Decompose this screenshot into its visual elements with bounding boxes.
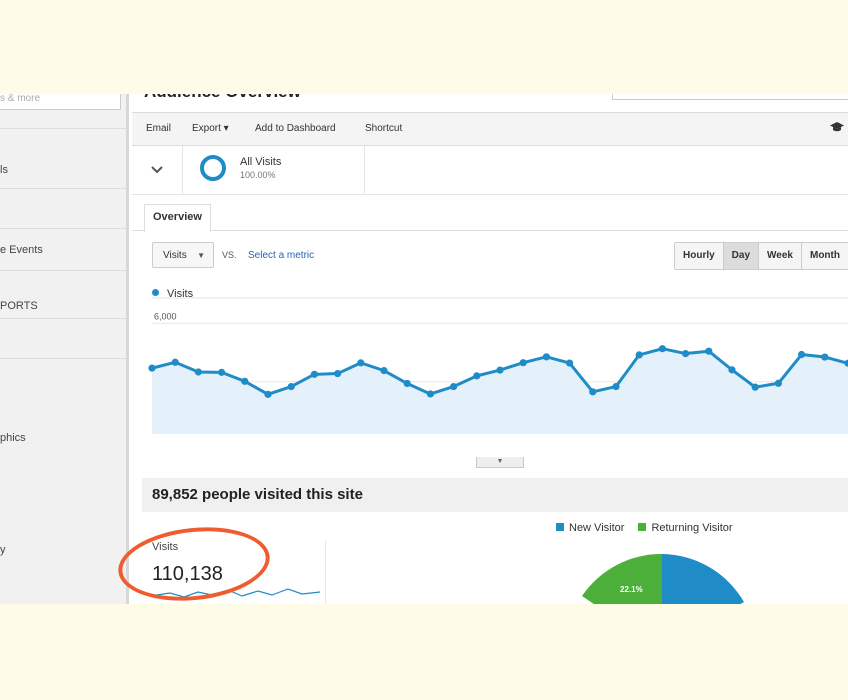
data-point	[612, 382, 620, 391]
graduation-cap-icon[interactable]	[830, 121, 844, 133]
vs-label: VS.	[222, 250, 237, 260]
sidebar-item-events[interactable]: e Events	[0, 230, 126, 271]
sidebar-item-visits[interactable]: ls	[0, 130, 126, 189]
pie-slice-returning	[582, 553, 662, 604]
sidebar-item-label: ls	[0, 164, 8, 176]
visits-label: Visits	[152, 541, 179, 553]
legend-item-returning-visitor: Returning Visitor	[638, 522, 733, 534]
legend-label: Visits	[167, 288, 194, 300]
data-point	[566, 359, 574, 367]
sidebar-search-input[interactable]: s & more	[0, 94, 121, 110]
sidebar-item[interactable]	[0, 108, 126, 129]
segment-percent: 100.00%	[240, 170, 276, 180]
data-point	[635, 351, 643, 359]
data-point	[287, 382, 295, 391]
data-point	[751, 383, 759, 391]
data-point	[542, 353, 550, 361]
data-point	[171, 358, 179, 366]
divider	[364, 146, 365, 194]
data-point	[148, 364, 156, 372]
pie-slice-label: 22.1%	[620, 585, 643, 594]
divider	[182, 146, 183, 194]
granularity-hourly-button[interactable]: Hourly	[675, 243, 724, 269]
data-point	[450, 382, 458, 391]
sidebar-item-label: PORTS	[0, 300, 38, 312]
select-metric-link[interactable]: Select a metric	[248, 250, 315, 261]
segment-name[interactable]: All Visits	[240, 156, 282, 168]
sidebar: s & more ls e Events PORTS phics y	[0, 94, 129, 604]
granularity-month-button[interactable]: Month	[801, 243, 848, 269]
data-point	[682, 349, 690, 358]
pie-slice-new	[662, 554, 744, 604]
divider	[325, 540, 326, 604]
sidebar-item-label: e Events	[0, 244, 43, 256]
y-tick-label: 6,000	[154, 311, 177, 321]
report-tabs: Overview	[132, 200, 848, 232]
data-point	[194, 368, 202, 376]
data-point	[496, 366, 504, 374]
sidebar-item[interactable]	[0, 320, 126, 359]
chart-legend: Visits	[152, 288, 193, 300]
visits-value: 110,138	[152, 563, 223, 585]
data-point	[426, 390, 434, 398]
data-point	[264, 390, 272, 398]
granularity-day-button[interactable]: Day	[723, 243, 760, 269]
page-title: Audience Overview	[144, 94, 301, 102]
pie-legend: New Visitor Returning Visitor	[556, 522, 733, 534]
data-point	[357, 359, 365, 367]
main-panel: Audience Overview Email Export ▾ Add to …	[114, 94, 848, 604]
data-point	[519, 359, 527, 367]
data-point	[844, 359, 848, 367]
tab-overview[interactable]: Overview	[144, 204, 211, 232]
analytics-screenshot: s & more ls e Events PORTS phics y Audie…	[0, 94, 848, 604]
data-point	[334, 369, 342, 378]
data-point	[403, 379, 411, 388]
granularity-toggle: Hourly Day Week Month	[674, 242, 848, 270]
legend-swatch	[556, 523, 564, 531]
add-to-dashboard-button[interactable]: Add to Dashboard	[255, 123, 336, 134]
export-button[interactable]: Export ▾	[192, 123, 229, 134]
shortcut-button[interactable]: Shortcut	[365, 123, 403, 134]
data-point	[241, 377, 249, 385]
email-button[interactable]: Email	[146, 123, 172, 134]
people-visited-banner: 89,852 people visited this site	[142, 478, 848, 512]
legend-label: Returning Visitor	[651, 522, 733, 534]
granularity-week-button[interactable]: Week	[759, 243, 802, 269]
chevron-down-icon[interactable]	[148, 160, 166, 178]
data-point	[821, 353, 829, 361]
segment-bar: All Visits 100.00%	[132, 146, 848, 195]
data-point	[774, 379, 783, 387]
legend-label: New Visitor	[569, 522, 625, 534]
chart-resize-handle[interactable]: ▼	[476, 457, 524, 468]
data-point	[380, 367, 388, 375]
metric-selector-label: Visits	[163, 250, 187, 261]
legend-swatch	[638, 523, 647, 531]
series-dot-icon	[152, 289, 159, 296]
visitor-pie-chart[interactable]: 22.1%	[562, 550, 762, 604]
report-toolbar: Email Export ▾ Add to Dashboard Shortcut	[132, 112, 848, 146]
data-point	[705, 347, 713, 355]
data-point	[473, 372, 481, 380]
caret-down-icon: ▼	[197, 251, 205, 260]
data-point	[310, 370, 318, 378]
series-area	[152, 348, 848, 434]
data-point	[218, 368, 226, 376]
visits-sparkline	[150, 588, 321, 598]
date-range-picker[interactable]	[612, 94, 848, 100]
legend-item-new-visitor: New Visitor	[556, 522, 624, 534]
data-point	[589, 388, 597, 396]
data-point	[728, 366, 736, 374]
sidebar-item-reports[interactable]: PORTS	[0, 272, 126, 319]
segment-donut-icon	[200, 155, 226, 181]
sidebar-item-demographics[interactable]: phics	[0, 432, 26, 444]
visits-line-chart[interactable]: 6,0003,000Aug 8Aug 15Aug 22Aug 29	[132, 94, 848, 434]
metric-selector[interactable]: Visits ▼	[152, 242, 214, 268]
sidebar-item[interactable]	[0, 190, 126, 229]
data-point	[658, 345, 667, 353]
data-point	[798, 350, 806, 359]
sidebar-item-technology[interactable]: y	[0, 544, 6, 556]
